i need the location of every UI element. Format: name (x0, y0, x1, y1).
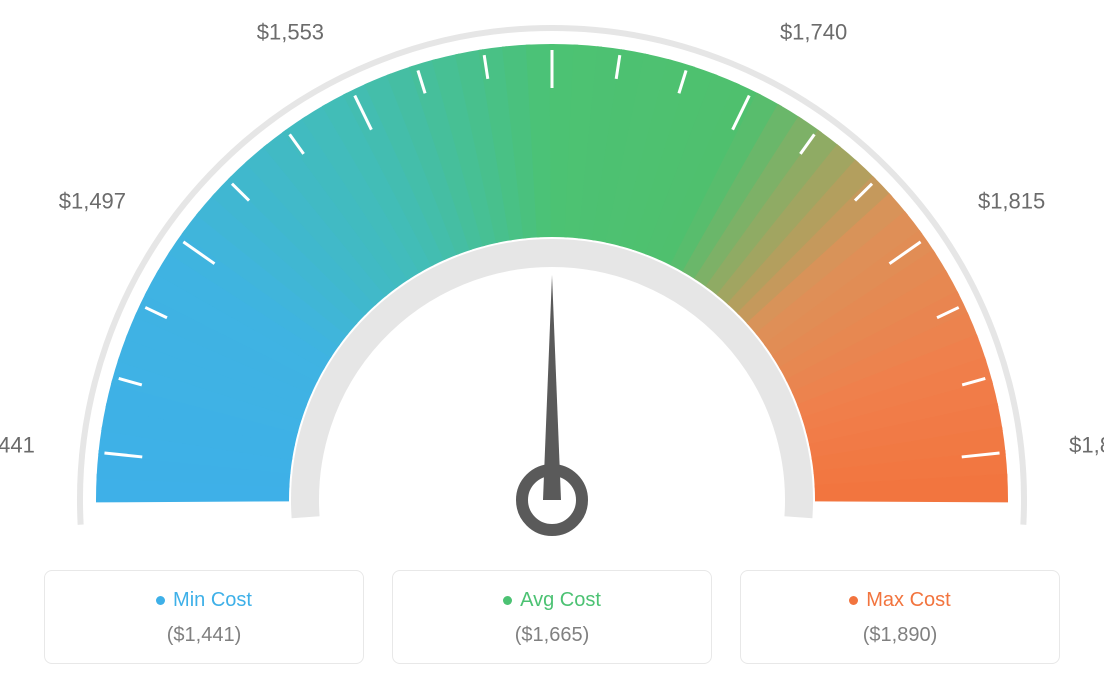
legend-value-max: ($1,890) (741, 624, 1059, 647)
dot-icon (849, 596, 858, 605)
legend-row: Min Cost ($1,441) Avg Cost ($1,665) Max … (0, 570, 1104, 664)
dot-icon (156, 596, 165, 605)
gauge-tick-label: $1,740 (780, 20, 847, 45)
legend-title-max: Max Cost (849, 589, 950, 612)
dot-icon (503, 596, 512, 605)
gauge-tick-label: $1,815 (978, 189, 1045, 214)
legend-label: Min Cost (173, 589, 252, 612)
legend-value-avg: ($1,665) (393, 624, 711, 647)
cost-gauge-container: $1,441$1,497$1,553$1,665$1,740$1,815$1,8… (0, 0, 1104, 690)
legend-title-min: Min Cost (156, 589, 252, 612)
gauge-tick-label: $1,553 (257, 20, 324, 45)
gauge-tick-label: $1,497 (59, 189, 126, 214)
legend-label: Avg Cost (520, 589, 601, 612)
legend-card-max: Max Cost ($1,890) (740, 570, 1060, 664)
gauge-area: $1,441$1,497$1,553$1,665$1,740$1,815$1,8… (0, 0, 1104, 560)
gauge-tick-label: $1,890 (1069, 433, 1104, 458)
legend-card-min: Min Cost ($1,441) (44, 570, 364, 664)
legend-title-avg: Avg Cost (503, 589, 601, 612)
legend-value-min: ($1,441) (45, 624, 363, 647)
gauge-chart: $1,441$1,497$1,553$1,665$1,740$1,815$1,8… (0, 0, 1104, 560)
legend-card-avg: Avg Cost ($1,665) (392, 570, 712, 664)
legend-label: Max Cost (866, 589, 950, 612)
gauge-tick-label: $1,441 (0, 433, 35, 458)
